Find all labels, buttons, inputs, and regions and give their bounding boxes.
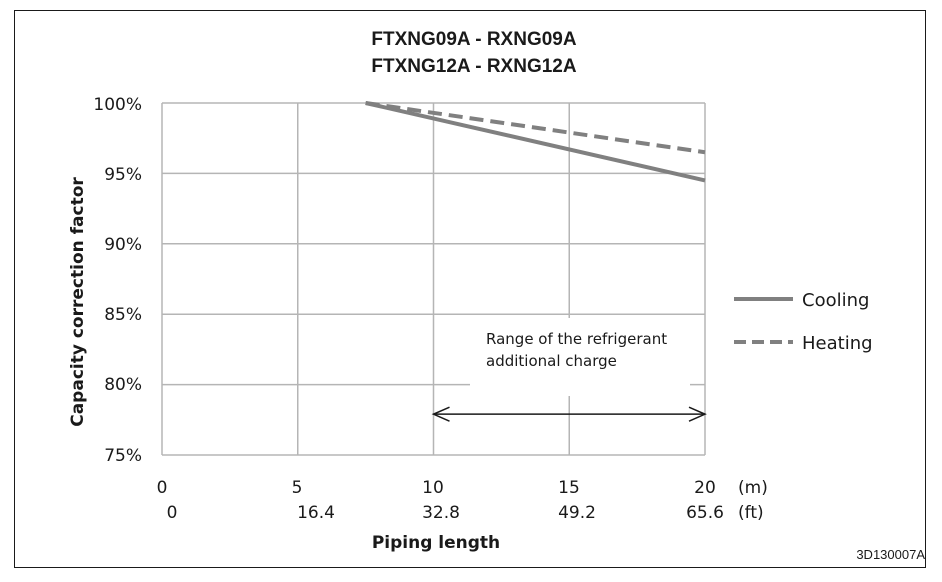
chart-title-line-2: FTXNG12A - RXNG12A xyxy=(371,56,576,77)
x-unit-m: (m) xyxy=(738,478,768,498)
gridlines xyxy=(161,102,706,456)
y-axis-label: Capacity correction factor xyxy=(68,177,88,427)
x-tick-label-m: 10 xyxy=(422,478,444,498)
x-tick-label-m: 0 xyxy=(157,478,168,498)
series-line-heating xyxy=(365,101,706,155)
y-tick-label: 100% xyxy=(93,95,142,115)
range-arrow-head-left xyxy=(431,406,450,422)
x-tick-label-m: 20 xyxy=(694,478,716,498)
x-tick-label-m: 5 xyxy=(292,478,303,498)
legend: Cooling Heating xyxy=(734,290,873,354)
series xyxy=(365,101,706,183)
figure-code: 3D130007A xyxy=(856,547,925,562)
x-axis-label: Piping length xyxy=(372,533,500,553)
y-tick-label: 80% xyxy=(104,375,142,395)
x-tick-label-ft: 32.8 xyxy=(422,503,460,523)
legend-label-heating: Heating xyxy=(802,333,873,354)
y-tick-label: 75% xyxy=(104,446,142,466)
legend-label-cooling: Cooling xyxy=(802,290,869,311)
chart-title-line-1: FTXNG09A - RXNG09A xyxy=(371,29,576,50)
x-tick-label-ft: 16.4 xyxy=(297,503,335,523)
x-tick-label-ft: 49.2 xyxy=(558,503,596,523)
x-tick-label-ft: 0 xyxy=(167,503,178,523)
annotation-box xyxy=(470,318,690,396)
y-tick-labels: 100% 95% 90% 85% 80% 75% xyxy=(93,95,142,466)
y-tick-label: 85% xyxy=(104,305,142,325)
x-tick-labels-ft: 0 16.4 32.8 49.2 65.6 (ft) xyxy=(167,503,764,523)
range-arrow-head-right xyxy=(688,406,707,422)
x-tick-label-m: 15 xyxy=(558,478,580,498)
x-unit-ft: (ft) xyxy=(738,503,764,523)
series-line-cooling xyxy=(365,101,706,183)
y-tick-label: 90% xyxy=(104,235,142,255)
range-arrow xyxy=(431,406,707,422)
y-tick-label: 95% xyxy=(104,165,142,185)
annotation-line-1: Range of the refrigerant xyxy=(486,330,667,348)
x-tick-labels-m: 0 5 10 15 20 (m) xyxy=(157,478,768,498)
x-tick-label-ft: 65.6 xyxy=(686,503,724,523)
annotation-line-2: additional charge xyxy=(486,352,617,370)
